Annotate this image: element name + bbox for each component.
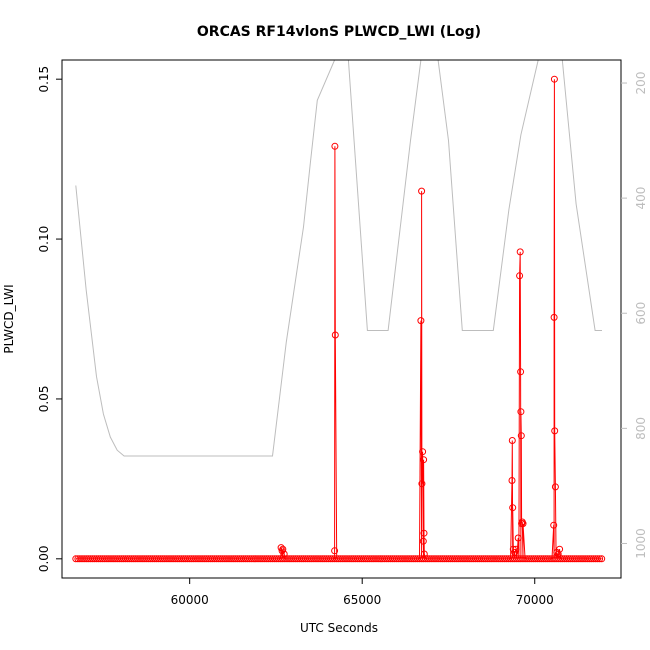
chart-title: ORCAS RF14vlonS PLWCD_LWI (Log): [197, 24, 481, 40]
x-axis-title: UTC Seconds: [300, 621, 378, 635]
data-point: [419, 537, 427, 545]
data-point: [279, 545, 287, 553]
x-tick-label: 60000: [171, 593, 209, 607]
data-point: [331, 547, 339, 555]
y-tick-label: 0.00: [37, 545, 51, 572]
data-point: [594, 555, 601, 563]
y2-axis: 200 400 600 800 1000: [621, 72, 648, 559]
data-point: [516, 272, 524, 280]
y-tick-label: 0.10: [37, 226, 51, 253]
data-point: [509, 504, 517, 512]
y-axis-title: PLWCD_LWI: [2, 284, 16, 353]
data-point: [420, 529, 428, 537]
primary-series-line: [75, 79, 602, 560]
data-point: [519, 520, 527, 528]
data-point: [516, 248, 524, 256]
x-tick-label: 65000: [343, 593, 381, 607]
data-point: [596, 555, 604, 563]
x-tick-label: 70000: [516, 593, 554, 607]
data-point: [598, 555, 606, 563]
y2-tick-label: 400: [634, 187, 648, 210]
plot-frame: [61, 59, 622, 579]
data-point: [517, 432, 525, 440]
data-point: [417, 317, 425, 325]
x-axis: 60000 65000 70000: [171, 578, 554, 607]
data-point: [551, 427, 559, 435]
data-point: [551, 483, 559, 491]
y-tick-label: 0.05: [37, 386, 51, 413]
data-point: [550, 75, 558, 83]
data-point: [418, 187, 426, 195]
secondary-series-line: [75, 59, 602, 457]
primary-series: [72, 75, 606, 563]
data-point: [509, 545, 517, 553]
data-point: [331, 142, 339, 150]
data-point: [556, 545, 564, 553]
y-tick-label: 0.15: [37, 66, 51, 93]
data-point: [331, 331, 339, 339]
y2-tick-label: 200: [634, 72, 648, 95]
data-point: [508, 437, 516, 444]
data-point: [517, 368, 525, 376]
data-point: [420, 456, 428, 464]
data-point: [511, 548, 519, 556]
data-point: [508, 477, 516, 484]
data-point: [512, 545, 520, 553]
data-point: [420, 550, 428, 558]
secondary-series: [75, 59, 602, 457]
y2-tick-label: 600: [634, 302, 648, 325]
data-point: [550, 313, 558, 321]
data-point: [514, 534, 522, 542]
y-axis: 0.00 0.05 0.10 0.15: [37, 66, 62, 572]
data-point: [277, 544, 285, 552]
data-point: [419, 448, 427, 456]
data-point: [418, 480, 426, 488]
data-point: [517, 408, 525, 416]
data-point: [550, 521, 558, 529]
y2-tick-label: 1000: [634, 528, 648, 559]
y2-tick-label: 800: [634, 417, 648, 440]
